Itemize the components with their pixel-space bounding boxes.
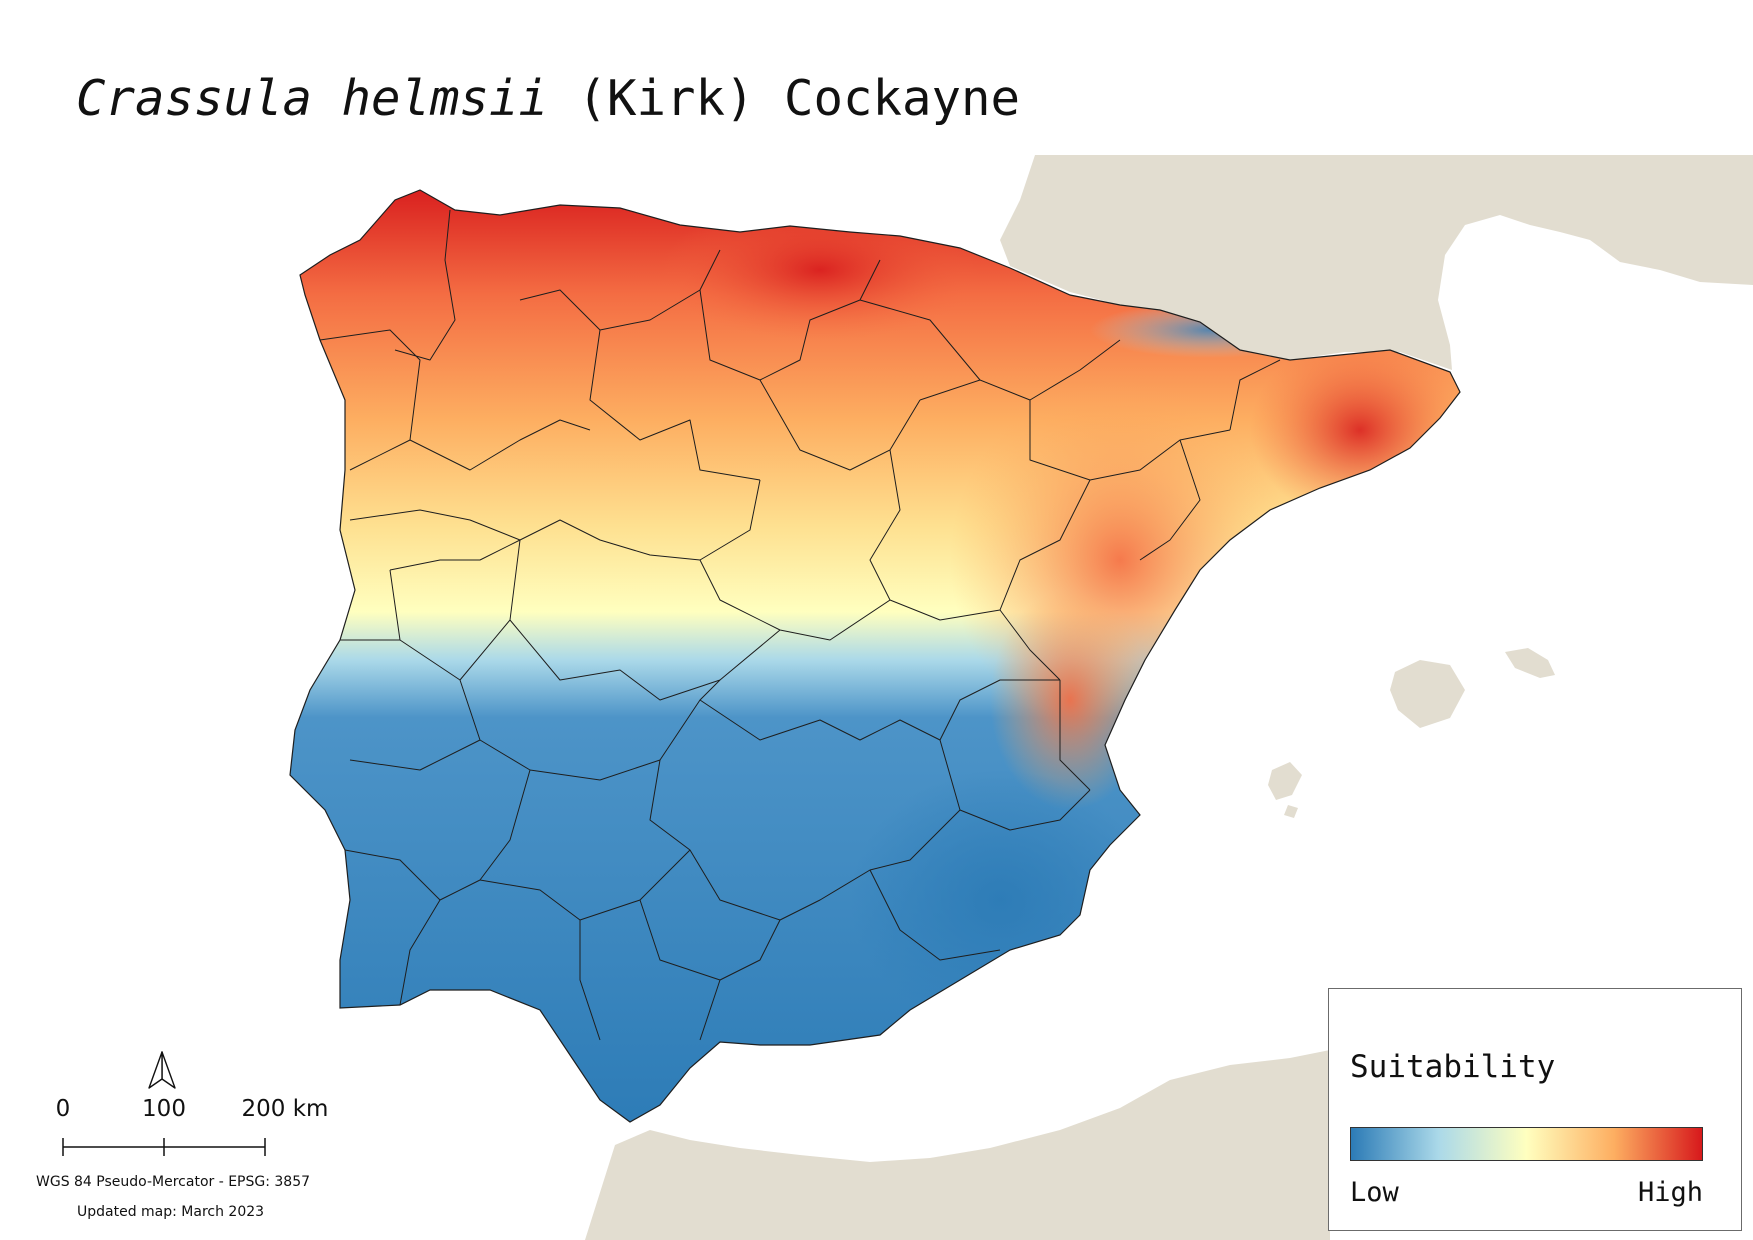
formentera-land (1284, 805, 1298, 818)
legend-low-label: Low (1350, 1177, 1399, 1208)
updated-text: Updated map: March 2023 (77, 1204, 265, 1220)
legend-title: Suitability (1350, 1049, 1556, 1085)
legend-high-label: High (1637, 1177, 1703, 1208)
scale-label-100: 100 (142, 1096, 186, 1122)
province-boundaries (319, 209, 1281, 1041)
legend-color-ramp (1350, 1127, 1703, 1161)
species-author: (Kirk) Cockayne (548, 70, 1021, 127)
france-land (1000, 155, 1753, 370)
scale-bar-labels: 0 100 200 km (0, 1096, 360, 1136)
species-name: Crassula helmsii (76, 70, 549, 127)
legend-box: Suitability Low High (1328, 988, 1742, 1231)
north-africa-land (585, 1050, 1330, 1240)
crs-text: WGS 84 Pseudo-Mercator - EPSG: 3857 (36, 1174, 311, 1190)
mallorca-land (1390, 660, 1465, 728)
scale-label-200: 200 km (241, 1096, 329, 1122)
menorca-land (1505, 648, 1555, 678)
north-arrow-icon (148, 1051, 176, 1089)
scale-label-0: 0 (55, 1096, 71, 1122)
ibiza-land (1268, 762, 1302, 800)
scale-bar (62, 1138, 266, 1156)
map-title: Crassula helmsii (Kirk) Cockayne (76, 70, 1020, 127)
